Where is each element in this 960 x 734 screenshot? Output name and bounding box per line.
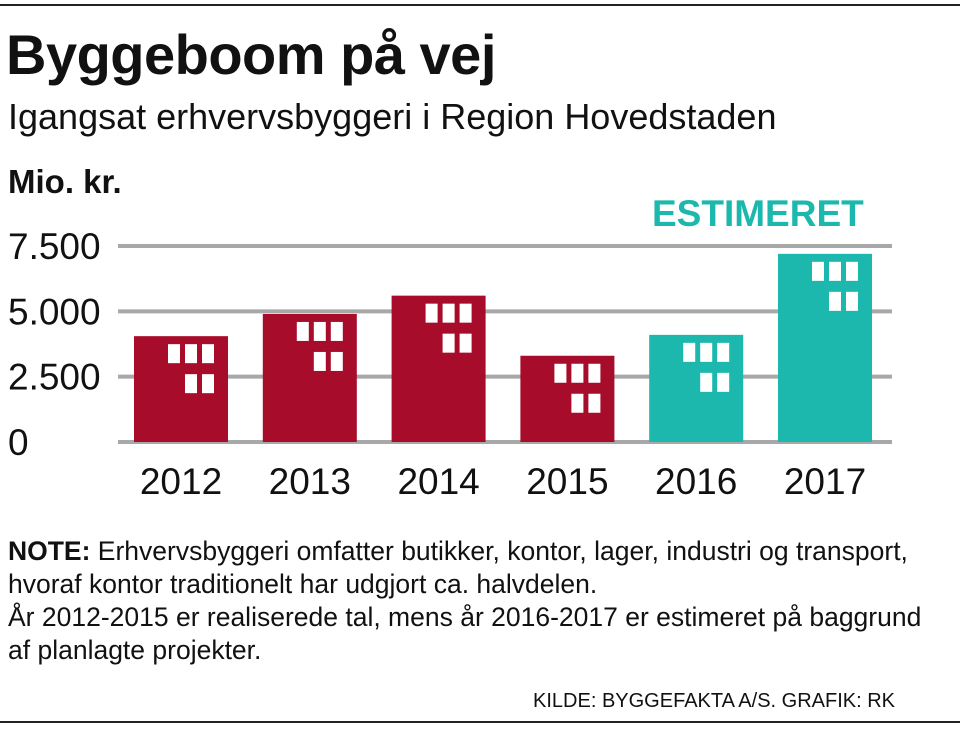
- bar: [778, 253, 872, 442]
- bar-window: [571, 363, 584, 383]
- y-tick-label: 5.000: [8, 291, 101, 332]
- source-credit: KILDE: BYGGEFAKTA A/S. GRAFIK: RK: [533, 690, 895, 712]
- note-paragraph: NOTE: Erhvervsbyggeri omfatter butikker,…: [8, 535, 948, 601]
- x-tick-label: 2013: [269, 461, 351, 502]
- bottom-rule: [0, 721, 960, 723]
- bar-window: [571, 393, 584, 413]
- x-tick-label: 2017: [784, 461, 866, 502]
- y-tick-label: 7.500: [8, 226, 101, 267]
- note-text-2: År 2012-2015 er realiserede tal, mens år…: [8, 602, 922, 665]
- bar-window: [588, 393, 601, 413]
- bar-window: [313, 351, 326, 371]
- bar-window: [425, 303, 438, 323]
- bar-window: [459, 333, 472, 353]
- bar-window: [700, 372, 713, 392]
- bar-window: [330, 351, 343, 371]
- bar-window: [185, 344, 197, 364]
- x-tick-label: 2014: [397, 461, 479, 502]
- note-label: NOTE:: [8, 536, 91, 566]
- chart-note: NOTE: Erhvervsbyggeri omfatter butikker,…: [8, 535, 948, 667]
- bar-window: [846, 261, 858, 281]
- estimated-annotation: ESTIMERET: [652, 193, 864, 234]
- x-tick-label: 2012: [140, 461, 222, 502]
- bar-window: [554, 363, 567, 383]
- bar-window: [717, 372, 730, 392]
- y-tick-label: 0: [8, 422, 29, 463]
- bar-window: [588, 363, 601, 383]
- bar-window: [442, 333, 455, 353]
- top-rule: [0, 4, 960, 6]
- bar-window: [700, 342, 713, 362]
- bar-window: [202, 374, 214, 394]
- bar-window: [829, 291, 841, 311]
- bar-window: [168, 344, 180, 364]
- bar-window: [185, 374, 197, 394]
- bar-window: [812, 261, 824, 281]
- bar-window: [330, 321, 343, 341]
- bar-window: [202, 344, 214, 364]
- bar-window: [442, 303, 455, 323]
- bar-window: [296, 321, 309, 341]
- note-text-1: Erhvervsbyggeri omfatter butikker, konto…: [8, 536, 908, 599]
- bar-window: [846, 291, 858, 311]
- chart-title: Byggeboom på vej: [6, 23, 496, 86]
- bar-chart: 0 2.500 5.000 7.500 2012 2013 2014 2015 2016 2017: [8, 226, 892, 502]
- x-tick-label: 2016: [655, 461, 737, 502]
- chart-subtitle: Igangsat erhvervsbyggeri i Region Hoveds…: [8, 96, 777, 137]
- bar-window: [313, 321, 326, 341]
- y-axis-unit-label: Mio. kr.: [8, 163, 122, 200]
- bar-window: [459, 303, 472, 323]
- bar-window: [829, 261, 841, 281]
- x-tick-label: 2015: [526, 461, 608, 502]
- bar-window: [683, 342, 696, 362]
- y-tick-label: 2.500: [8, 357, 101, 398]
- bar-window: [717, 342, 730, 362]
